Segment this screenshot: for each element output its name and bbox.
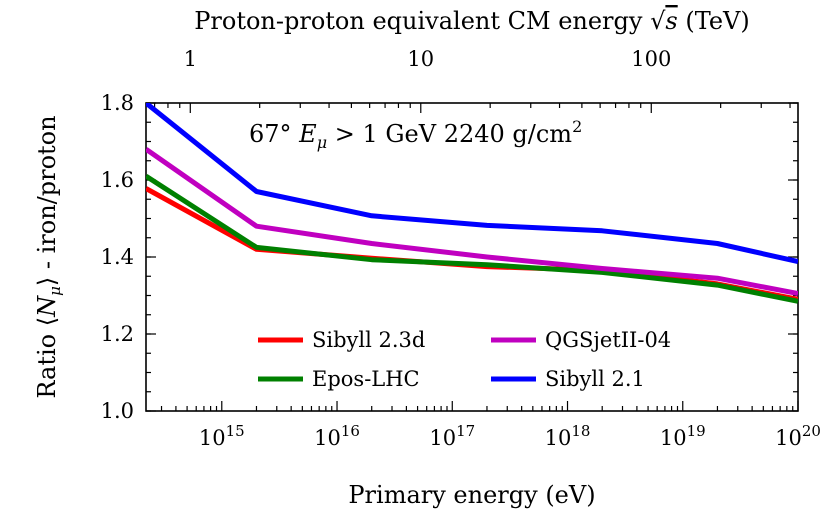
top-axis-label-prefix: Proton-proton equivalent CM energy (194, 7, 650, 35)
top-tick-label: 1 (184, 47, 197, 71)
top-tick-label: 100 (631, 47, 671, 71)
y-label-mu: μ (46, 286, 64, 296)
y-label-suffix: ⟩ - iron/proton (33, 115, 61, 286)
y-axis-label: Ratio ⟨Nμ⟩ - iron/proton (33, 115, 64, 398)
top-axis-label: Proton-proton equivalent CM energy √s (T… (194, 7, 750, 35)
x-tick-label: 1016 (314, 422, 360, 450)
series-group (146, 103, 798, 304)
sqrt-s: s (665, 7, 677, 35)
annot-angle: 67° (249, 120, 299, 148)
top-axis-unit: (TeV) (678, 7, 750, 35)
y-axis: 1.0 1.2 1.4 1.6 1.8 (101, 91, 798, 423)
y-tick-label: 1.6 (101, 168, 134, 192)
x-tick-label: 1017 (429, 422, 475, 450)
annot-sq: 2 (572, 117, 582, 136)
sqrt-symbol: √ (650, 7, 666, 35)
legend-label: Sibyll 2.1 (545, 367, 645, 391)
annotation: 67° Eμ > 1 GeV 2240 g/cm2 (249, 117, 582, 152)
y-label-prefix: Ratio ⟨ (33, 317, 61, 399)
legend-label: Sibyll 2.3d (312, 328, 425, 352)
legend: Sibyll 2.3d QGSjetII-04 Epos-LHC Sibyll 2.1 (258, 328, 671, 391)
x-axis-bottom: 1015 1016 1017 1018 1019 1020 (160, 401, 821, 450)
y-tick-label: 1.4 (101, 245, 134, 269)
x-tick-label: 1018 (545, 422, 591, 450)
legend-label: QGSjetII-04 (545, 328, 671, 352)
series-line-epos-lhc (146, 173, 798, 304)
y-tick-label: 1.2 (101, 322, 134, 346)
y-tick-label: 1.0 (101, 399, 134, 423)
x-tick-label: 1019 (660, 422, 706, 450)
legend-label: Epos-LHC (312, 367, 420, 391)
y-tick-label: 1.8 (101, 91, 134, 115)
annot-E: E (298, 120, 317, 148)
x-tick-label: 1015 (199, 422, 245, 450)
series-line-qgsjetii-04 (146, 147, 798, 297)
y-label-N: N (33, 295, 61, 318)
top-tick-label: 10 (407, 47, 434, 71)
series-line-sibyll-2-1 (146, 103, 798, 265)
annot-mu: μ (317, 133, 327, 152)
annot-cut: > 1 GeV 2240 g/cm (327, 120, 572, 148)
x-axis-label: Primary energy (eV) (348, 481, 595, 509)
x-axis-top: 1 10 100 (153, 47, 791, 113)
x-tick-label: 1020 (775, 422, 821, 450)
